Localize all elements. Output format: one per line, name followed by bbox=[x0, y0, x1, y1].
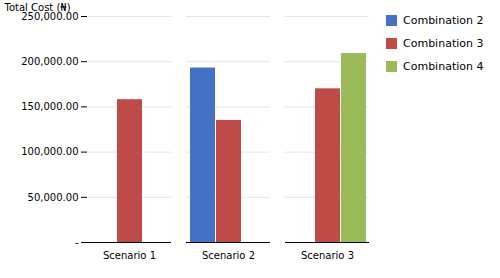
svg-text:100,000.00: 100,000.00 bbox=[21, 146, 78, 157]
svg-text:50,000.00: 50,000.00 bbox=[28, 192, 79, 203]
svg-text:Scenario 2: Scenario 2 bbox=[202, 250, 255, 261]
svg-text:Scenario 3: Scenario 3 bbox=[301, 250, 354, 261]
svg-text:Scenario 1: Scenario 1 bbox=[103, 250, 156, 261]
html-text:Combination 3: Combination 3 bbox=[403, 37, 484, 50]
svg-text:Total Cost (₦): Total Cost (₦) bbox=[4, 2, 71, 13]
html-text:Combination 4: Combination 4 bbox=[403, 60, 484, 73]
html-text:Combination 2: Combination 2 bbox=[403, 14, 484, 27]
svg-text:250,000.00: 250,000.00 bbox=[21, 10, 79, 22]
svg-text:150,000.00: 150,000.00 bbox=[21, 101, 78, 112]
svg-text:200,000.00: 200,000.00 bbox=[21, 56, 78, 67]
svg-text:-: - bbox=[75, 237, 79, 248]
